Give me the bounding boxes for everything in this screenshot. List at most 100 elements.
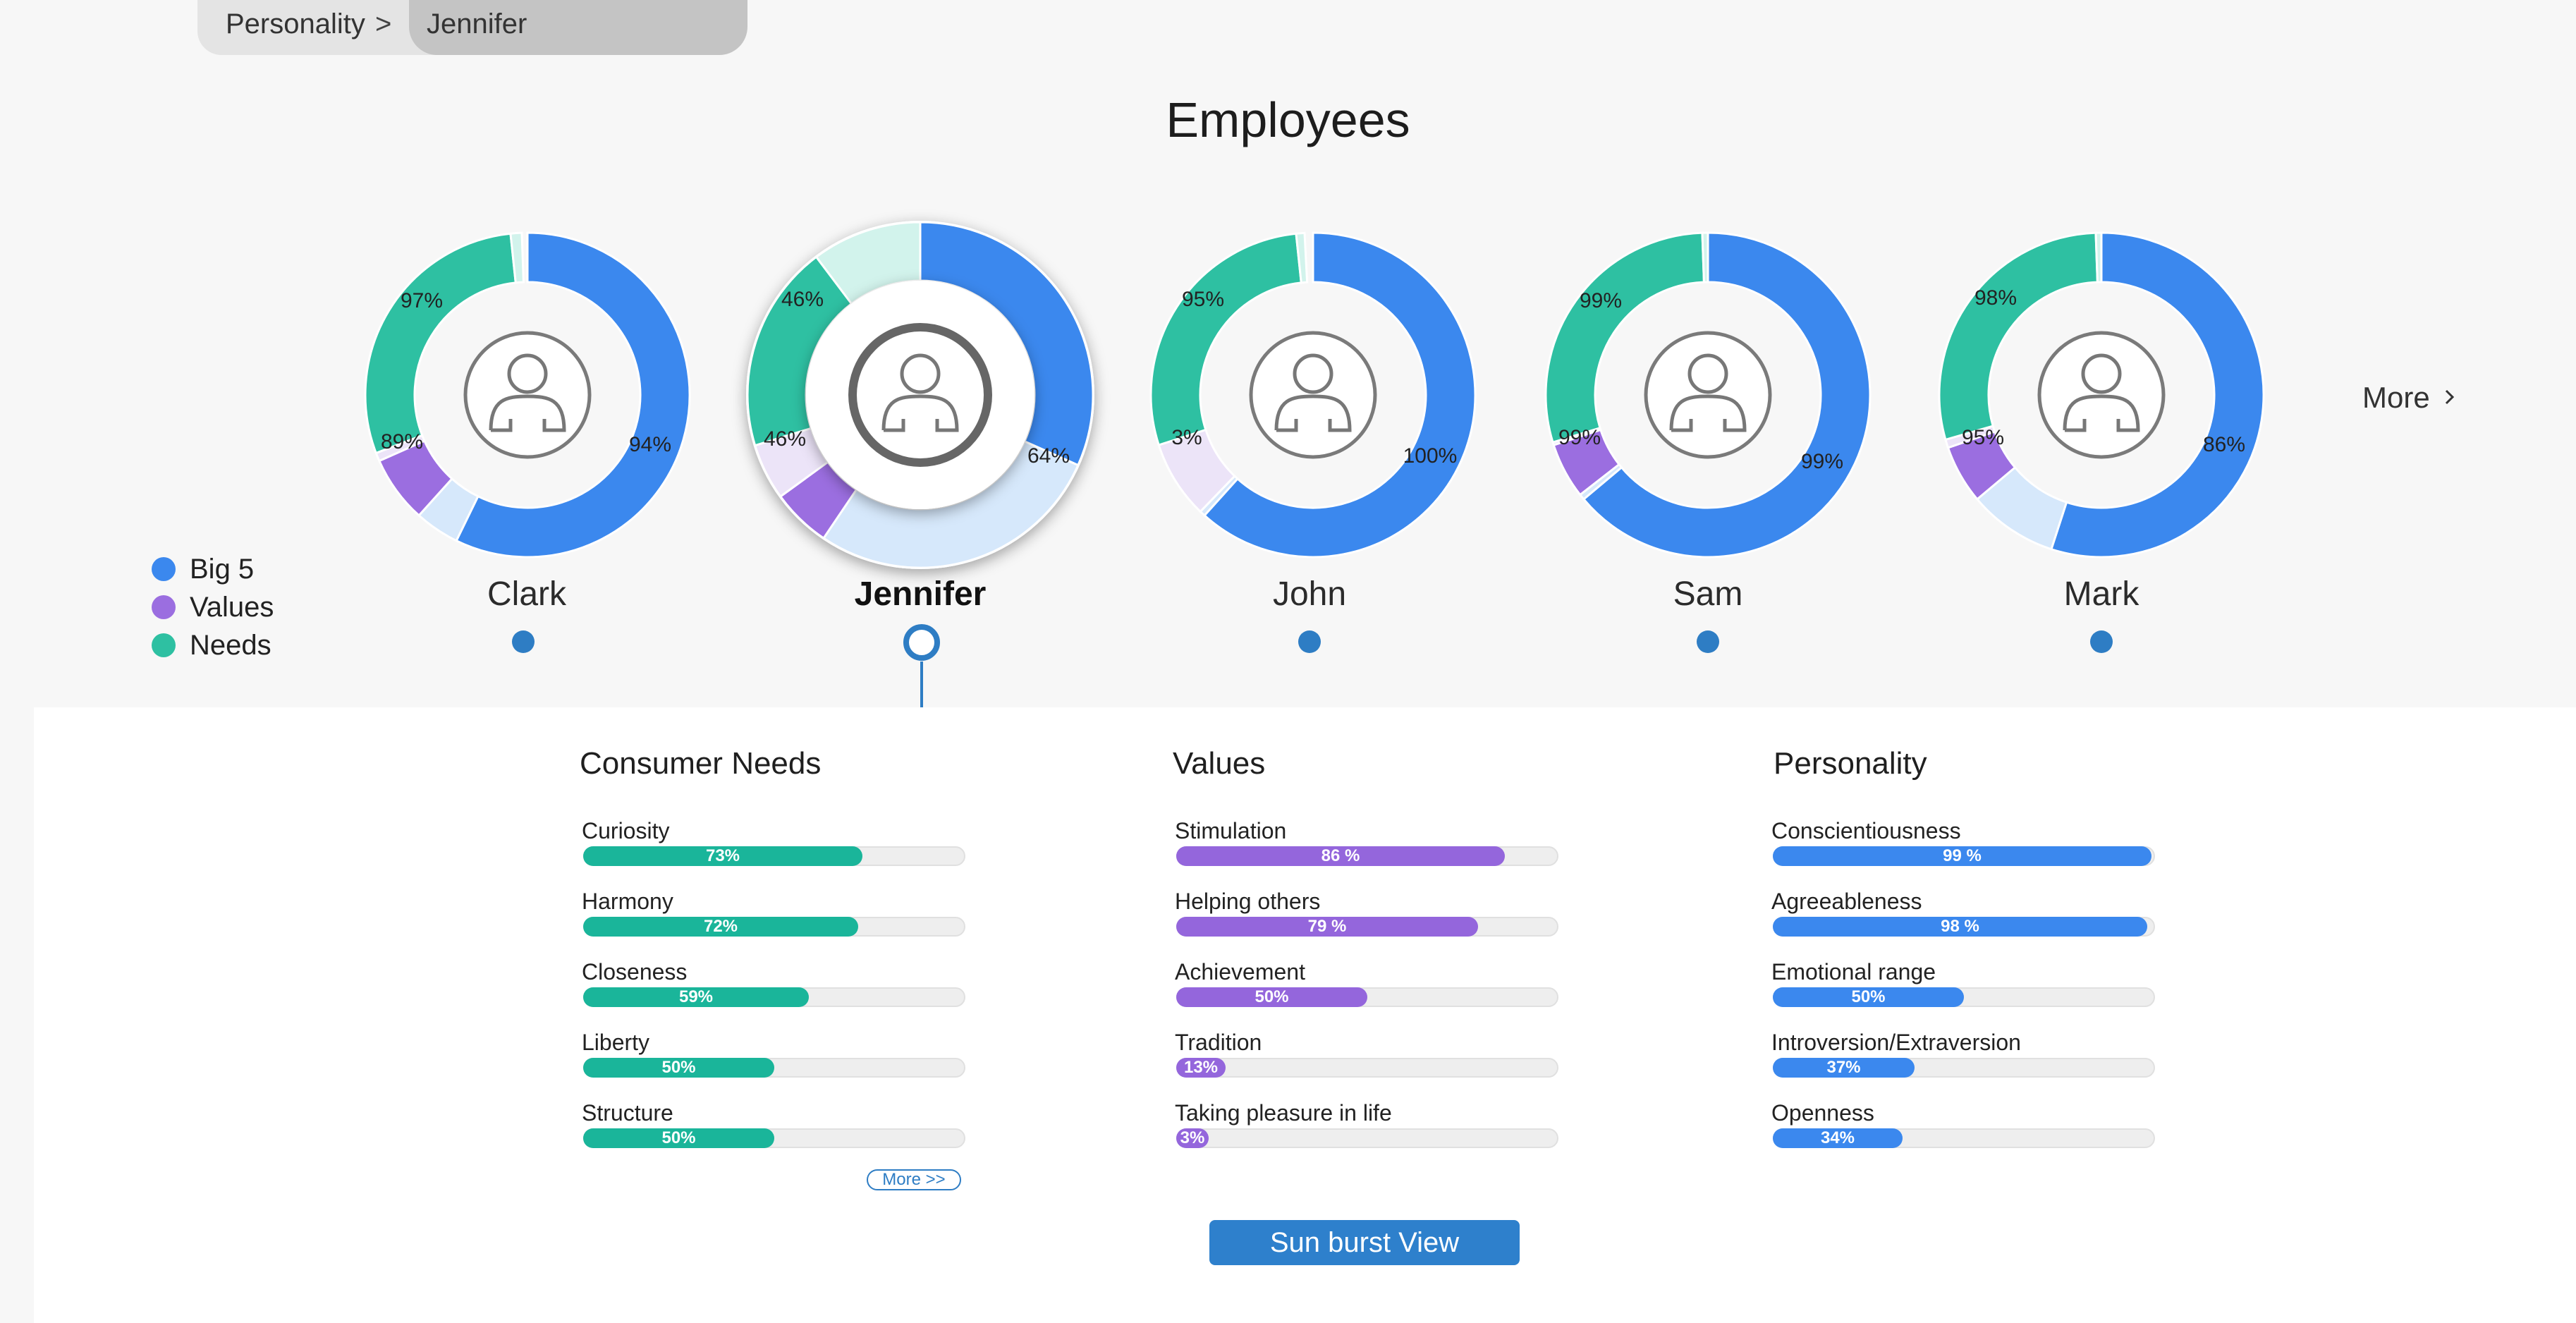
donut-segment-big5-light [1199, 474, 1240, 518]
legend-label: Needs [190, 629, 271, 661]
consumer-needs-title: Consumer Needs [580, 746, 822, 781]
avatar-head [900, 353, 941, 394]
donut-label-big5: 100% [1403, 444, 1458, 468]
breadcrumb-separator: > [375, 8, 392, 39]
donut-segment-needs-light [1701, 231, 1709, 284]
trait-bar-value: 13% [1183, 1058, 1219, 1077]
trait-bar-fill-needs: 59% [583, 987, 809, 1007]
more-label: More [2362, 381, 2430, 414]
donut-label-needs: 46% [781, 288, 824, 311]
trait-label-personality: Conscientiousness [1771, 818, 1961, 843]
trait-bar-fill-personality: 50% [1773, 987, 1964, 1007]
trait-label-needs: Structure [582, 1100, 673, 1126]
donut-segment-values-light [1944, 425, 1996, 449]
trait-label-personality: Openness [1771, 1100, 1874, 1126]
trait-bar-fill-personality: 34% [1773, 1128, 1903, 1148]
trait-bar-track-needs: 72% [583, 917, 965, 937]
donut-label-values: 99% [1558, 426, 1601, 449]
donut-label-needs: 97% [401, 289, 443, 312]
donut-label-values: 3% [1171, 426, 1202, 449]
trait-bar-fill-values: 3% [1176, 1128, 1209, 1148]
employee-select-dot-clark[interactable] [512, 630, 535, 653]
donut-segment-big5-light [417, 477, 480, 542]
avatar-icon [463, 331, 592, 459]
trait-label-values: Taking pleasure in life [1175, 1100, 1392, 1126]
trait-bar-fill-needs: 50% [583, 1058, 774, 1078]
trait-bar-fill-values: 13% [1176, 1058, 1226, 1078]
page-title: Employees [1166, 92, 1410, 147]
trait-bar-track-personality: 99 % [1773, 846, 2155, 866]
breadcrumb-personality-link[interactable]: Personality [226, 8, 365, 39]
trait-bar-value: 79 % [1307, 917, 1347, 936]
trait-bar-value: 73% [705, 846, 740, 865]
donut-segment-needs-light [1295, 231, 1309, 284]
employee-name-mark[interactable]: Mark [2063, 575, 2139, 613]
avatar-body [489, 394, 566, 432]
trait-bar-value: 50% [661, 1128, 696, 1147]
donut-mark: 86% 95% 98% [1938, 231, 2265, 559]
trait-bar-value: 86 % [1321, 846, 1360, 865]
trait-bar-fill-personality: 98 % [1773, 917, 2147, 937]
employee-name-jennifer[interactable]: Jennifer [854, 575, 987, 613]
avatar-icon [1249, 331, 1377, 459]
trait-bar-track-needs: 59% [583, 987, 965, 1007]
donut-clark: 94% 89% 97% [364, 231, 691, 559]
trait-bar-value: 98 % [1941, 917, 1979, 936]
sunburst-view-button[interactable]: Sun burst View [1209, 1220, 1520, 1265]
avatar-head [507, 353, 548, 394]
trait-bar-value: 50% [661, 1058, 696, 1077]
donut-label-big5: 99% [1801, 450, 1843, 473]
trait-bar-fill-values: 79 % [1176, 917, 1478, 937]
trait-bar-value: 50% [1851, 987, 1886, 1006]
donut-segment-big5 [919, 221, 1094, 467]
trait-bar-fill-values: 50% [1176, 987, 1367, 1007]
trait-bar-fill-personality: 99 % [1773, 846, 2151, 866]
avatar-body [2063, 394, 2140, 432]
employee-name-john[interactable]: John [1272, 575, 1347, 613]
employee-select-dot-jennifer[interactable] [903, 624, 940, 661]
trait-label-values: Achievement [1175, 959, 1305, 984]
donut-label-values: 95% [1962, 426, 2004, 449]
trait-label-personality: Agreeableness [1771, 889, 1922, 914]
donut-segment-values [1946, 430, 2017, 501]
avatar-head [1687, 353, 1728, 394]
donut-label-values: 89% [381, 430, 423, 453]
trait-bar-fill-personality: 37% [1773, 1058, 1915, 1078]
trait-bar-track-personality: 50% [1773, 987, 2155, 1007]
trait-label-personality: Introversion/Extraversion [1771, 1030, 2021, 1055]
donut-john: 100% 3% 95% [1149, 231, 1477, 559]
employee-select-dot-sam[interactable] [1697, 630, 1719, 653]
avatar-icon [2037, 331, 2166, 459]
trait-label-needs: Liberty [582, 1030, 650, 1055]
donut-segment-needs [1938, 231, 2099, 441]
trait-label-personality: Emotional range [1771, 959, 1936, 984]
trait-bar-track-personality: 34% [1773, 1128, 2155, 1148]
trait-label-values: Stimulation [1175, 818, 1287, 843]
trait-label-needs: Harmony [582, 889, 673, 914]
donut-segment-values-light [1551, 426, 1602, 446]
donut-segment-values [779, 461, 858, 540]
trait-bar-value: 3% [1180, 1128, 1205, 1147]
donut-segment-needs [1544, 231, 1705, 444]
trait-bar-value: 50% [1255, 987, 1289, 1006]
employee-name-sam[interactable]: Sam [1673, 575, 1743, 613]
donut-label-big5: 86% [2203, 433, 2245, 456]
employee-select-dot-john[interactable] [1298, 630, 1321, 653]
values-title: Values [1173, 746, 1266, 781]
donut-center-disk [806, 281, 1034, 509]
employee-name-clark[interactable]: Clark [487, 575, 566, 613]
donut-segment-big5 [2050, 231, 2265, 559]
trait-bar-track-personality: 98 % [1773, 917, 2155, 937]
trait-bar-track-needs: 73% [583, 846, 965, 866]
avatar-body [881, 394, 959, 432]
employee-select-dot-mark[interactable] [2090, 630, 2113, 653]
trait-bar-track-values: 50% [1176, 987, 1558, 1007]
trait-bar-track-personality: 37% [1773, 1058, 2155, 1078]
trait-bar-fill-values: 86 % [1176, 846, 1505, 866]
more-needs-button[interactable]: More >> [867, 1169, 961, 1190]
trait-bar-value: 37% [1826, 1058, 1861, 1077]
more-employees-link[interactable]: More [2362, 381, 2458, 415]
legend: Big 5 Values Needs [152, 550, 274, 664]
trait-label-values: Helping others [1175, 889, 1321, 914]
selection-pointer-line [920, 662, 923, 711]
